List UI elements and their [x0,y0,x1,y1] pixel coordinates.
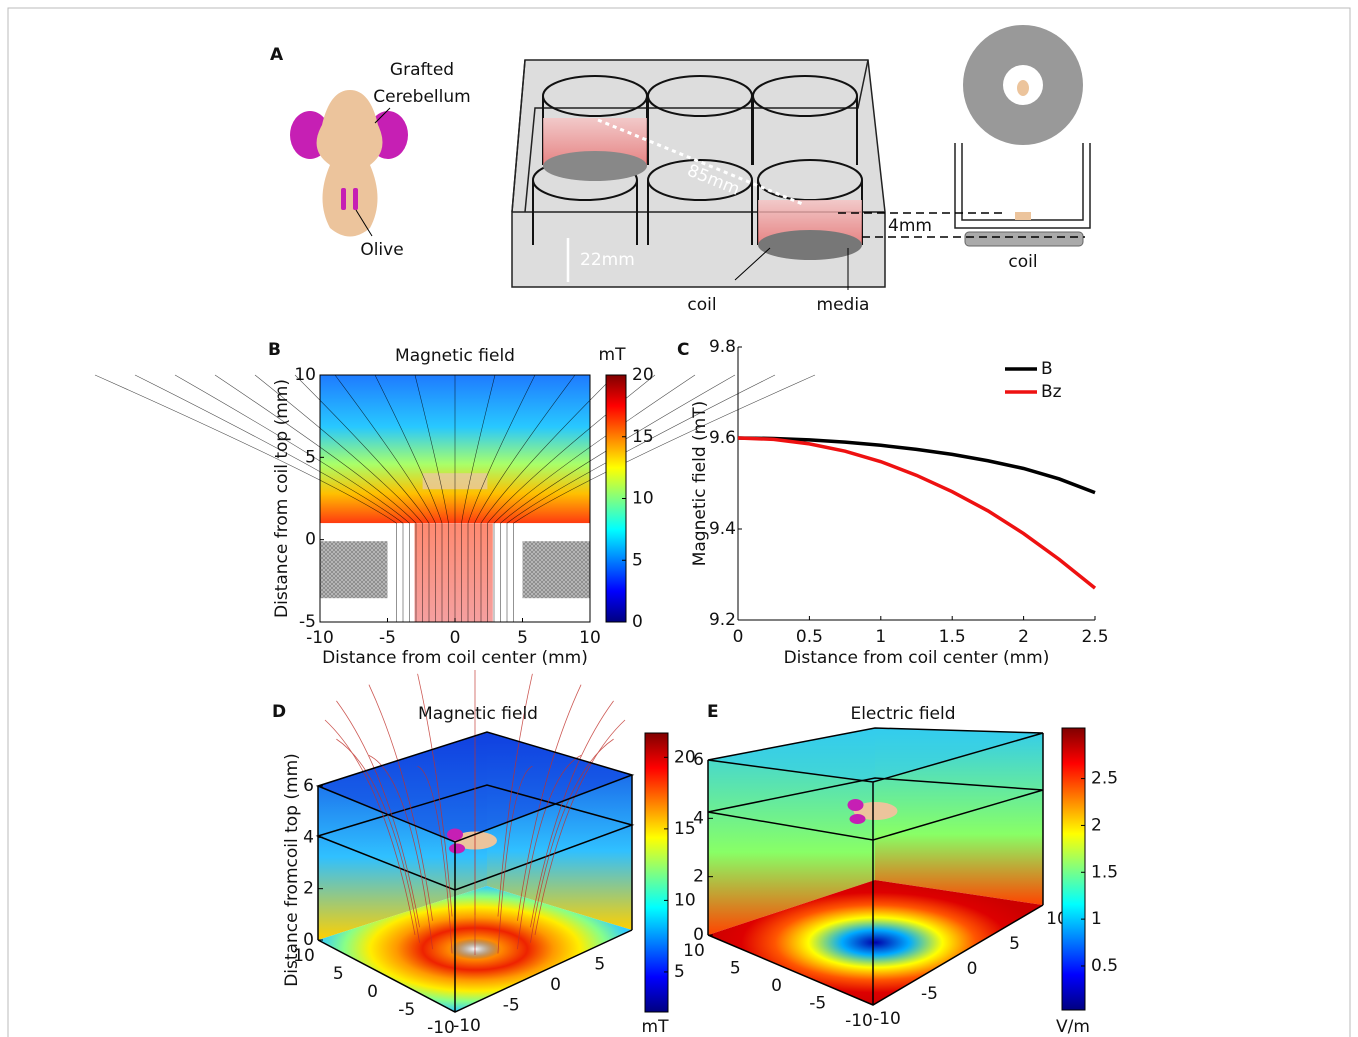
chart-title: Electric field [850,704,955,724]
x-axis-label: Distance from coil center (mm) [322,648,588,668]
colorbar-tick-label: 15 [632,427,654,447]
annotation: coil [687,295,716,315]
sample [1017,80,1029,96]
x-tick-label: 0 [733,627,744,647]
colorbar-tick-label: 1 [1091,909,1102,929]
y-tick-label: 9.6 [709,428,736,448]
tissue-lobe [848,799,864,811]
colorbar [1062,728,1085,1010]
colorbar-tick-label: 2 [1091,815,1102,835]
x-tick-label: 0 [967,959,978,979]
x-tick-label: 0.5 [796,627,823,647]
panel-label: D [272,702,286,722]
x-tick-label: -10 [873,1009,901,1029]
colorbar-label: mT [599,345,627,365]
x-axis-label: Distance from coil center (mm) [784,648,1050,668]
coil-disk [758,230,862,260]
colorbar-tick-label: 10 [632,489,654,509]
z-axis-label: Distance fromcoil top (mm) [282,753,302,987]
x-tick-label: 5 [517,628,528,648]
x-tick-label: 2.5 [1081,627,1108,647]
coil-winding [523,541,591,598]
coil-winding [320,541,388,598]
x-tick-label: 1.5 [939,627,966,647]
colorbar [645,733,668,1012]
annotation: Olive [360,240,403,260]
y-tick-label: 9.2 [709,610,736,630]
colorbar-tick-label: 1.5 [1091,862,1118,882]
y-tick-label: -10 [427,1018,455,1037]
x-tick-label: 2 [1018,627,1029,647]
coil-side [965,232,1083,246]
legend-label: B [1041,359,1053,379]
chart-title: Magnetic field [418,704,538,724]
z-tick-label: 2 [693,867,704,887]
x-tick-label: 1 [875,627,886,647]
y-tick-label: 0 [367,982,378,1002]
chart-title: Magnetic field [395,346,515,366]
y-tick-label: 5 [333,964,344,984]
tissue-lobe [449,844,465,854]
y-tick-label: 10 [294,365,316,385]
y-tick-label: 10 [683,941,705,961]
x-tick-label: 10 [579,628,601,648]
annotation: coil [1008,252,1037,272]
y-axis-label: Magnetic field (mT) [690,401,710,567]
x-tick-label: -5 [379,628,396,648]
sample [1015,212,1031,220]
panel-a: A Grafted Cerebellum Olive 85mm 22mm coi… [270,25,1090,315]
brain [317,90,383,237]
colorbar-tick-label: 5 [674,962,685,982]
series-line [738,438,1095,588]
x-tick-label: 5 [1009,934,1020,954]
annotation: 4mm [888,216,932,236]
colorbar-tick-label: 20 [632,365,654,385]
z-tick-label: 2 [303,879,314,899]
y-tick-label: 0 [771,976,782,996]
x-tick-label: 0 [450,628,461,648]
olive-right [353,188,358,210]
x-tick-label: -10 [453,1016,481,1036]
tissue-lobe [447,829,463,841]
y-tick-label: -5 [299,612,316,632]
y-tick-label: -5 [398,1000,415,1020]
annotation: 22mm [580,250,635,270]
panel-label: E [707,702,719,722]
tissue-lobe [850,814,866,824]
y-tick-label: -5 [809,994,826,1014]
y-tick-label: 0 [305,530,316,550]
z-tick-label: 4 [303,827,314,847]
annotation: media [817,295,870,315]
x-tick-label: 5 [594,955,605,975]
colorbar-tick-label: 5 [632,550,643,570]
y-tick-label: 5 [730,959,741,979]
olive-left [341,188,346,210]
colorbar-tick-label: 0 [632,612,643,632]
x-tick-label: 0 [550,975,561,995]
colorbar-tick-label: 0.5 [1091,956,1118,976]
panel-label: C [677,340,689,360]
y-axis-label: Distance from coil top (mm) [272,379,292,618]
colorbar-label: mT [642,1017,670,1037]
annotation: Cerebellum [373,87,470,107]
panel-label: A [270,45,284,65]
y-tick-label: 9.8 [709,337,736,357]
z-tick-label: 6 [303,776,314,796]
series-line [738,438,1095,493]
panel-label: B [268,340,281,360]
y-tick-label: -10 [845,1011,873,1031]
figure: A Grafted Cerebellum Olive 85mm 22mm coi… [0,0,1358,1037]
x-tick-label: -5 [921,984,938,1004]
z-tick-label: 6 [693,750,704,770]
colorbar-tick-label: 10 [674,890,696,910]
colorbar-label: V/m [1056,1017,1090,1037]
y-tick-label: 9.4 [709,519,736,539]
annotation: Grafted [390,60,454,80]
legend-label: Bz [1041,382,1062,402]
coil-disk [543,151,647,181]
x-tick-label: -5 [503,996,520,1016]
z-tick-label: 4 [693,808,704,828]
colorbar-tick-label: 2.5 [1091,769,1118,789]
y-tick-label: 5 [305,447,316,467]
